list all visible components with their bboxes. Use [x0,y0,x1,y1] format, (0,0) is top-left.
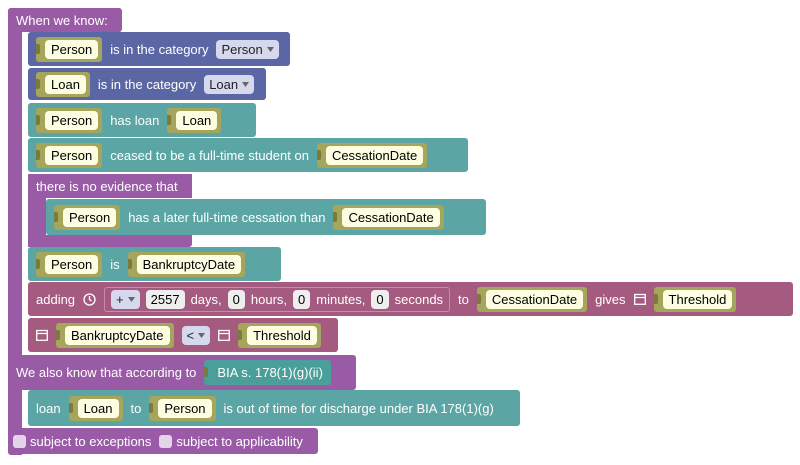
to-label: to [458,291,469,307]
variable-name: Person [45,254,99,274]
dropdown-value: < [186,327,195,343]
condition-block: Person has loan Loan [28,103,256,137]
variable-name: Person [45,145,99,165]
conclusion-header: We also know that according to BIA s. 17… [8,355,356,390]
variable-name: Threshold [662,289,733,309]
variable-name: CessationDate [325,145,424,165]
adding-block: adding + 2557 days, 0 hours, 0 minutes, … [28,282,793,316]
condition-block: Person has a later full-time cessation t… [46,199,486,235]
calendar-icon [218,329,231,341]
variable-name: Person [63,207,117,227]
condition-text: is in the category [110,41,209,57]
variable-name: Threshold [247,325,317,345]
variable-name: Person [45,110,99,130]
condition-block: Person ceased to be a full-time student … [28,138,468,172]
variable[interactable]: CessationDate [316,142,428,168]
variable[interactable]: CessationDate [333,204,444,230]
variable[interactable]: Person [36,107,103,133]
source-block[interactable]: BIA s. 178(1)(g)(ii) [204,360,331,385]
number-field[interactable]: 0 [371,289,389,309]
variable-name: Person [45,39,99,59]
variable[interactable]: Loan [167,107,222,133]
condition-text: has loan [110,112,160,128]
dropdown[interactable]: + [111,289,140,309]
dropdown-value: Loan [209,76,239,92]
checkbox[interactable] [159,434,173,448]
checkbox[interactable] [13,434,26,448]
duration-block: + 2557 days, 0 hours, 0 minutes, 0 secon… [104,286,451,312]
conclusion-text: to [130,400,142,416]
dropdown-value: + [116,291,124,307]
variable-name: Loan [77,398,119,418]
unit-label: minutes, [316,291,366,307]
dropdown-arrow [198,332,206,338]
source-text: BIA s. 178(1)(g)(ii) [217,365,323,380]
option-label: subject to exceptions [30,433,152,449]
condition-block: Loan is in the category Loan [28,68,266,100]
unit-label: hours, [250,291,288,307]
variable[interactable]: Loan [68,395,123,421]
header-label: When we know: [16,12,108,28]
variable[interactable]: Loan [36,71,90,97]
variable[interactable]: Person [149,395,216,421]
calendar-icon [36,329,48,341]
condition-block: Person is BankruptcyDate [28,247,281,281]
conclusion-block: loan Loan to Person is out of time for d… [28,390,520,426]
options-block: subject to exceptions subject to applica… [8,428,318,454]
comparison-block: BankruptcyDate < Threshold [28,318,338,352]
variable[interactable]: Person [54,204,121,230]
calendar-icon [633,293,646,305]
variable-name: CessationDate [342,207,440,227]
condition-block: Person is in the category Person [28,32,290,66]
header-block: When we know: [8,8,122,32]
variable[interactable]: Person [36,251,103,277]
variable[interactable]: BankruptcyDate [127,251,246,277]
dropdown-arrow [127,296,135,302]
dropdown[interactable]: Loan [204,74,255,94]
variable-name: Person [158,398,212,418]
variable[interactable]: Threshold [238,322,321,348]
condition-text: is in the category [97,76,197,92]
negation-label: there is no evidence that [36,178,178,194]
number-field[interactable]: 0 [227,289,245,309]
condition-text: ceased to be a full-time student on [110,147,309,163]
conclusion-label: We also know that according to [16,365,197,380]
variable-name: CessationDate [485,289,584,309]
gives-label: gives [595,291,626,307]
number-field[interactable]: 2557 [145,289,185,309]
unit-label: seconds [394,291,444,307]
number-field[interactable]: 0 [293,289,311,309]
option-label: subject to applicability [176,433,303,449]
dropdown-arrow [242,81,250,87]
variable-name: Loan [176,110,218,130]
condition-text: has a later full-time cessation than [128,209,326,225]
negation-spine [28,197,46,247]
negation-block: there is no evidence that [28,174,192,198]
dropdown-value: Person [221,41,263,57]
variable[interactable]: Person [36,36,103,62]
conclusion-text: loan [36,400,61,416]
dropdown[interactable]: Person [216,39,279,59]
unit-label: days, [190,291,222,307]
variable[interactable]: Person [36,142,103,168]
variable[interactable]: CessationDate [476,286,588,312]
rule-spine [8,8,22,455]
conclusion-text: is out of time for discharge under BIA 1… [223,400,494,416]
variable-name: BankruptcyDate [65,325,170,345]
variable[interactable]: BankruptcyDate [56,322,174,348]
condition-text: is [110,256,120,272]
variable-name: Loan [45,74,86,94]
negation-foot [28,235,192,247]
dropdown-arrow [266,46,274,52]
clock-icon [83,292,96,306]
variable[interactable]: Threshold [653,286,737,312]
adding-label: adding [36,291,76,307]
variable-name: BankruptcyDate [136,254,242,274]
dropdown[interactable]: < [181,325,211,345]
